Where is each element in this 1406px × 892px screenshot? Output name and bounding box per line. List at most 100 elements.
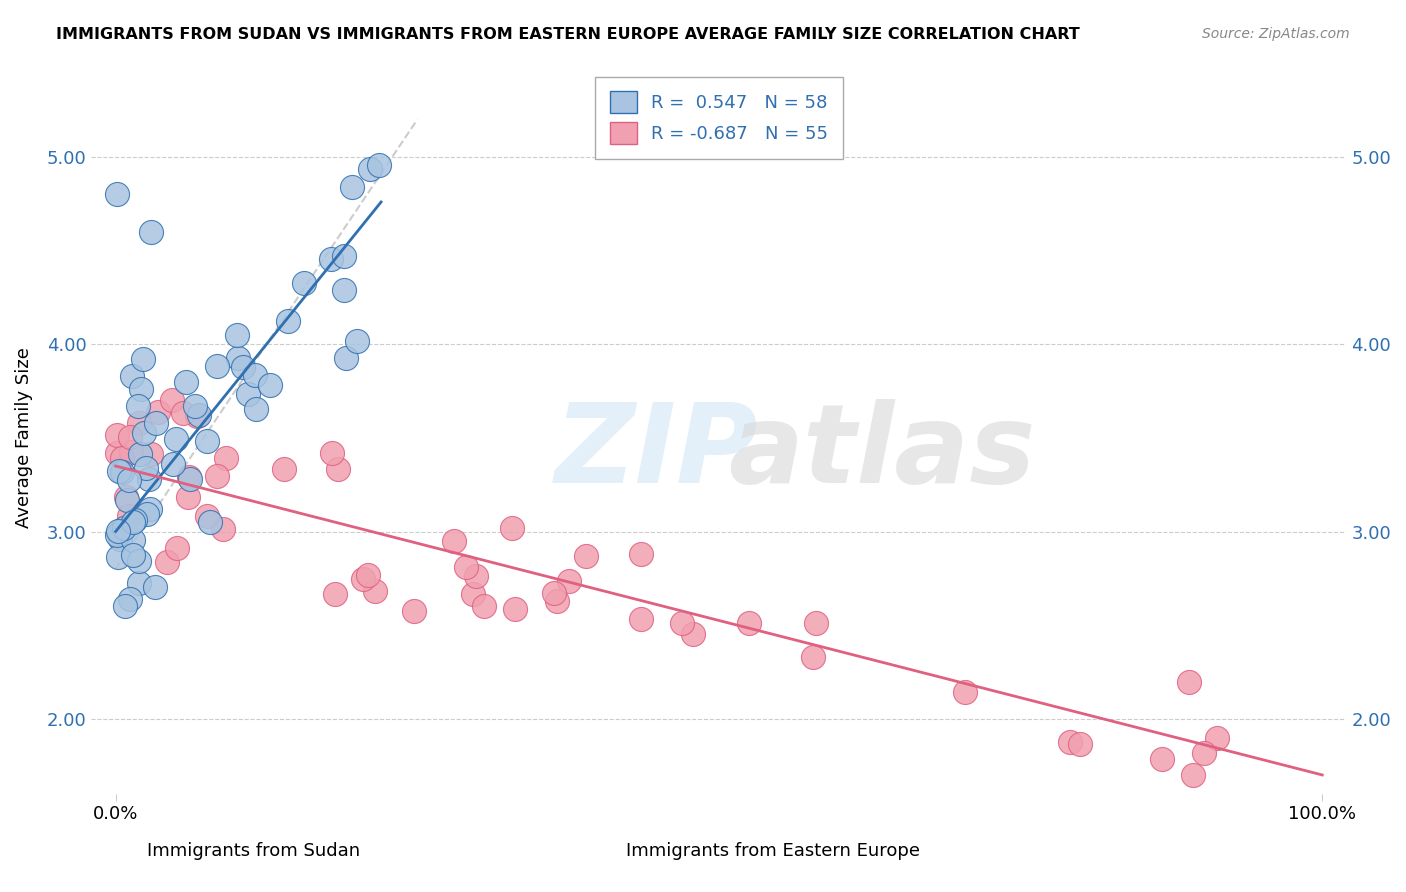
Point xyxy=(243,368,266,383)
Y-axis label: Average Family Size: Average Family Size xyxy=(15,348,32,528)
Point xyxy=(236,387,259,401)
Point xyxy=(472,599,495,614)
Point xyxy=(215,450,238,465)
Point xyxy=(111,466,134,480)
Point xyxy=(156,555,179,569)
Point xyxy=(546,593,568,607)
Point xyxy=(682,626,704,640)
Point xyxy=(456,559,478,574)
Point xyxy=(107,428,129,442)
Point xyxy=(141,225,163,239)
Point xyxy=(110,524,132,539)
Point xyxy=(340,179,363,194)
Point xyxy=(176,490,198,504)
Point xyxy=(118,473,141,487)
Point xyxy=(205,468,228,483)
Point xyxy=(630,548,652,562)
Text: Immigrants from Sudan: Immigrants from Sudan xyxy=(146,842,360,860)
Point xyxy=(132,426,155,441)
Point xyxy=(955,685,977,699)
Point xyxy=(111,451,134,466)
Point xyxy=(671,616,693,631)
Legend: R =  0.547   N = 58, R = -0.687   N = 55: R = 0.547 N = 58, R = -0.687 N = 55 xyxy=(595,77,842,159)
Point xyxy=(1177,675,1199,690)
Point xyxy=(128,416,150,430)
Point xyxy=(738,616,761,631)
Point xyxy=(115,490,138,504)
Point xyxy=(135,461,157,475)
Point xyxy=(503,602,526,616)
Point xyxy=(195,508,218,523)
Point xyxy=(105,446,128,460)
Point xyxy=(543,585,565,599)
Point xyxy=(105,527,128,541)
Point xyxy=(245,401,267,416)
Point xyxy=(166,541,188,555)
Point xyxy=(122,548,145,562)
Point xyxy=(121,369,143,384)
Point xyxy=(333,284,356,298)
Point xyxy=(174,376,197,390)
Point xyxy=(319,252,342,267)
Point xyxy=(211,522,233,536)
Point xyxy=(1059,735,1081,749)
Point xyxy=(186,409,208,424)
Point xyxy=(108,464,131,478)
Point xyxy=(162,393,184,408)
Text: IMMIGRANTS FROM SUDAN VS IMMIGRANTS FROM EASTERN EUROPE AVERAGE FAMILY SIZE CORR: IMMIGRANTS FROM SUDAN VS IMMIGRANTS FROM… xyxy=(56,27,1080,42)
Point xyxy=(118,509,141,524)
Point xyxy=(128,447,150,461)
Point xyxy=(323,587,346,601)
Point xyxy=(630,611,652,625)
Point xyxy=(346,334,368,349)
Point xyxy=(273,462,295,476)
Point xyxy=(1182,768,1205,782)
Point xyxy=(122,533,145,547)
Point xyxy=(118,591,141,606)
Point xyxy=(143,580,166,594)
Point xyxy=(139,502,162,516)
Point xyxy=(1150,752,1173,766)
Point xyxy=(122,515,145,529)
Point xyxy=(127,399,149,413)
Point xyxy=(148,405,170,419)
Point xyxy=(335,351,357,365)
Point xyxy=(333,249,356,263)
Point xyxy=(145,416,167,430)
Point xyxy=(198,515,221,529)
Point xyxy=(367,158,389,172)
Point xyxy=(461,586,484,600)
Point xyxy=(443,533,465,548)
Point xyxy=(321,445,343,459)
Point xyxy=(465,569,488,583)
Point xyxy=(129,382,152,396)
Point xyxy=(131,352,153,367)
Point xyxy=(188,409,211,423)
Point xyxy=(1069,738,1091,752)
Point xyxy=(357,568,380,582)
Text: ZIP: ZIP xyxy=(554,399,758,506)
Text: Source: ZipAtlas.com: Source: ZipAtlas.com xyxy=(1202,27,1350,41)
Point xyxy=(557,574,579,588)
Point xyxy=(120,444,142,458)
Point xyxy=(139,447,162,461)
Point xyxy=(107,549,129,564)
Point xyxy=(232,360,254,375)
Point xyxy=(326,462,349,476)
Point xyxy=(162,457,184,471)
Text: atlas: atlas xyxy=(728,399,1036,506)
Point xyxy=(128,575,150,590)
Point xyxy=(118,430,141,444)
Point xyxy=(225,327,247,342)
Point xyxy=(179,469,201,483)
Point xyxy=(359,161,381,176)
Text: Immigrants from Eastern Europe: Immigrants from Eastern Europe xyxy=(626,842,921,860)
Point xyxy=(107,524,129,539)
Point xyxy=(172,406,194,420)
Point xyxy=(575,549,598,563)
Point xyxy=(179,472,201,486)
Point xyxy=(801,649,824,664)
Point xyxy=(205,359,228,373)
Point xyxy=(1192,746,1215,760)
Point xyxy=(112,521,135,535)
